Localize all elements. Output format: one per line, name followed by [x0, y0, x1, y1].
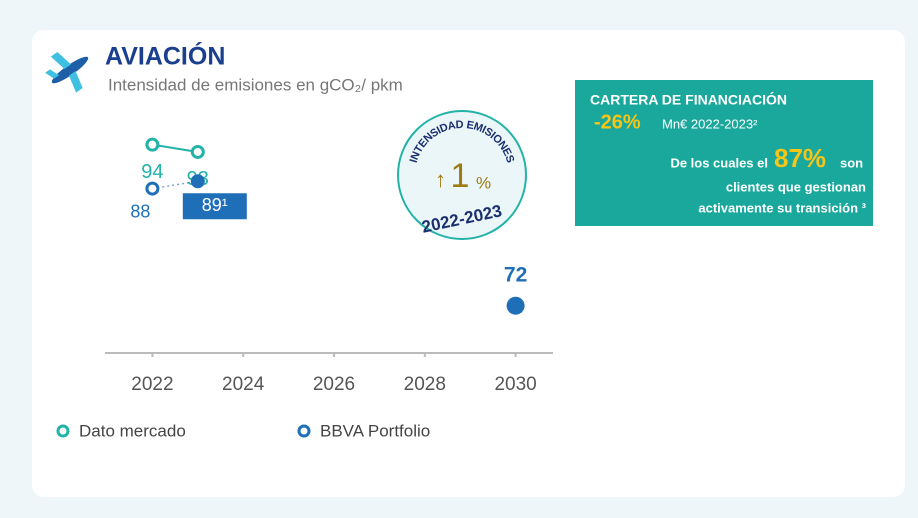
panel-title: CARTERA DE FINANCIACIÓN: [590, 91, 787, 108]
connector: [152, 143, 198, 153]
value-label: 72: [504, 263, 527, 286]
badge-unit: %: [476, 173, 491, 192]
panel-change: -26%: [594, 111, 641, 133]
value-label: 88: [130, 201, 150, 221]
x-tick-label: 2022: [131, 374, 173, 395]
x-tick-label: 2024: [222, 374, 265, 395]
subtitle: Intensidad de emisiones en gCO₂/ pkm: [108, 75, 403, 94]
x-tick-label: 2028: [404, 374, 446, 395]
point: [190, 174, 205, 189]
legend-marker: [56, 424, 70, 438]
legend-label: Dato mercado: [79, 421, 186, 440]
panel-text: son: [840, 155, 863, 170]
title: AVIACIÓN: [105, 41, 225, 71]
panel-text: clientes que gestionan: [726, 179, 866, 194]
x-tick-label: 2026: [313, 374, 355, 395]
panel-share: 87%: [774, 143, 826, 173]
panel-text: De los cuales el: [670, 155, 768, 170]
badge-arrow: ↑: [435, 167, 446, 192]
point: [190, 144, 205, 159]
x-tick-label: 2030: [494, 374, 536, 395]
legend-label: BBVA Portfolio: [320, 421, 430, 440]
badge-value: 1: [451, 157, 470, 195]
panel-text: activamente su transición ³: [698, 200, 866, 215]
point: [145, 181, 160, 196]
value-label: 94: [141, 161, 163, 183]
value-label: 89¹: [202, 195, 228, 215]
panel-change-note: Mn€ 2022-2023²: [662, 116, 758, 131]
legend-marker: [297, 424, 311, 438]
point: [145, 137, 160, 152]
panel: CARTERA DE FINANCIACIÓN -26% Mn€ 2022-20…: [575, 80, 873, 226]
point: [506, 296, 525, 315]
label-box: [182, 193, 247, 220]
plane-icon: [45, 51, 89, 93]
badge: INTENSIDAD EMISIONES ↑ 1 % 2022-2023: [397, 110, 527, 240]
